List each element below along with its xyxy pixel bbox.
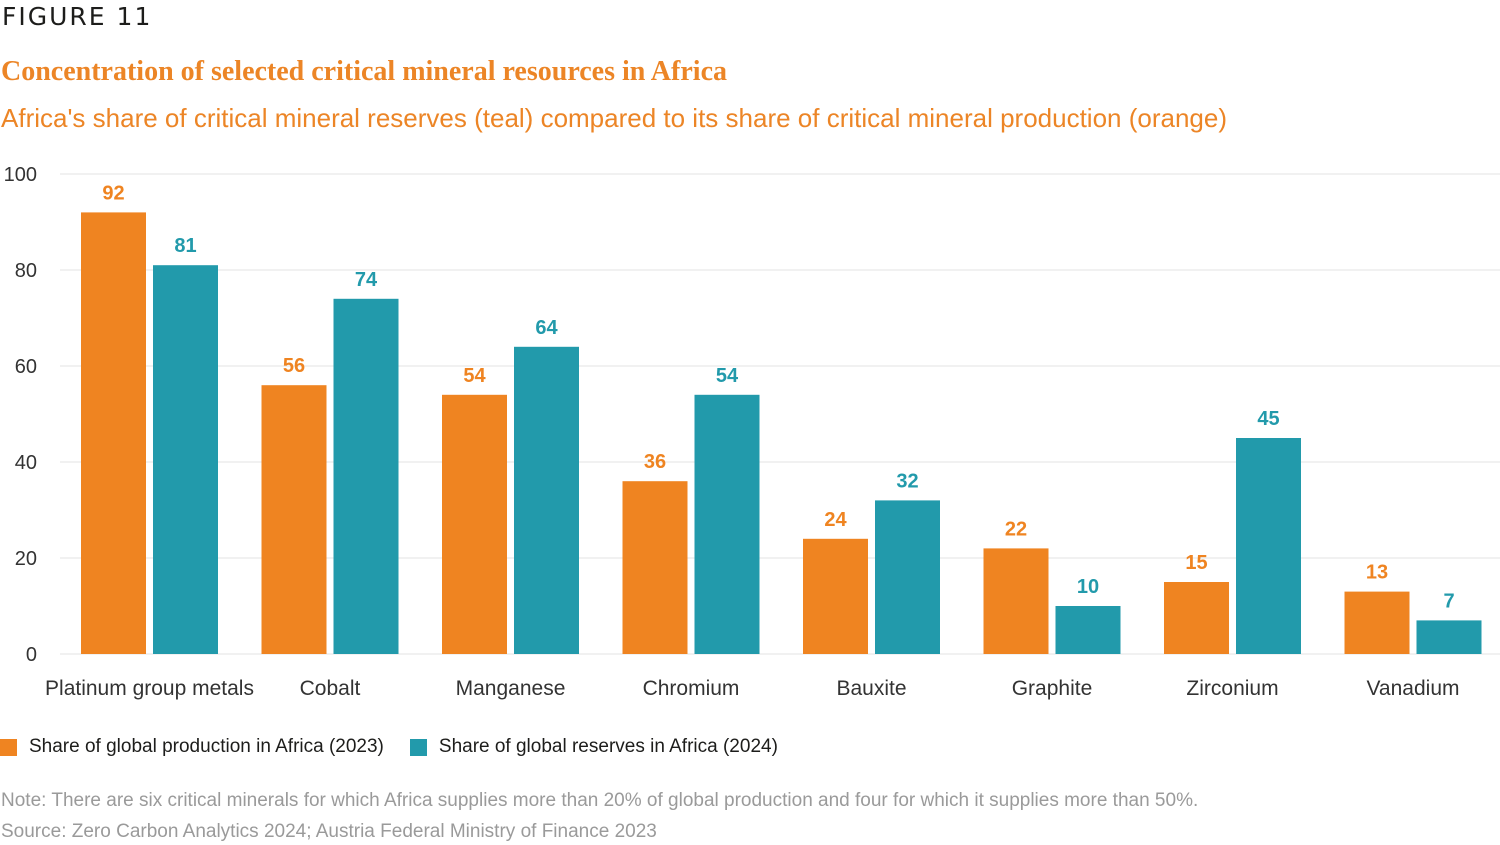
data-label: 45 bbox=[1257, 408, 1279, 430]
data-label: 13 bbox=[1366, 562, 1388, 584]
note-text: Note: There are six critical minerals fo… bbox=[1, 790, 1199, 811]
data-label: 32 bbox=[896, 470, 918, 492]
bars bbox=[81, 212, 1482, 654]
bar-reserves bbox=[1055, 606, 1121, 654]
bar-production bbox=[803, 538, 868, 654]
y-tick-label: 60 bbox=[15, 356, 37, 378]
figure-label: FIGURE 11 bbox=[2, 2, 153, 31]
y-tick-label: 40 bbox=[15, 452, 37, 474]
chart-subtitle: Africa's share of critical mineral reser… bbox=[1, 103, 1227, 133]
y-axis-ticks: 0 20 40 60 80 100 bbox=[4, 164, 37, 666]
bar-reserves bbox=[1416, 620, 1482, 654]
x-tick-label: Platinum group metals bbox=[45, 677, 254, 700]
x-tick-label: Graphite bbox=[1012, 677, 1093, 700]
x-tick-label: Vanadium bbox=[1366, 677, 1459, 700]
data-label: 36 bbox=[644, 451, 666, 473]
legend-item-production: Share of global production in Africa (20… bbox=[0, 736, 384, 758]
x-tick-label: Chromium bbox=[643, 677, 740, 700]
y-tick-label: 0 bbox=[26, 644, 37, 666]
source-text: Source: Zero Carbon Analytics 2024; Aust… bbox=[1, 821, 657, 842]
legend-swatch-reserves bbox=[409, 738, 427, 756]
data-label: 54 bbox=[716, 365, 739, 387]
y-tick-label: 100 bbox=[4, 164, 37, 186]
legend: Share of global production in Africa (20… bbox=[0, 736, 804, 758]
x-tick-label: Manganese bbox=[456, 677, 566, 700]
bar-reserves bbox=[1236, 438, 1301, 654]
bar-reserves bbox=[875, 500, 940, 654]
bar-production bbox=[1344, 591, 1410, 654]
legend-item-reserves: Share of global reserves in Africa (2024… bbox=[409, 736, 778, 758]
x-tick-label: Bauxite bbox=[836, 677, 906, 700]
data-label: 24 bbox=[824, 509, 847, 531]
bar-production bbox=[261, 385, 327, 654]
bar-production bbox=[442, 394, 507, 654]
data-label: 56 bbox=[283, 355, 305, 377]
y-tick-label: 20 bbox=[15, 548, 37, 570]
data-label: 54 bbox=[463, 365, 486, 387]
bar-production bbox=[622, 481, 688, 654]
legend-label-production: Share of global production in Africa (20… bbox=[29, 736, 384, 757]
bar-reserves bbox=[153, 265, 218, 654]
bar-production bbox=[983, 548, 1049, 654]
chart-title: Concentration of selected critical miner… bbox=[1, 56, 727, 87]
bar-chart: 0 20 40 60 80 100 92 81 56 74 54 64 36 54 24 32 22 10 15 4… bbox=[4, 164, 1500, 700]
data-label: 64 bbox=[535, 317, 558, 339]
data-label: 81 bbox=[174, 235, 196, 257]
data-label: 92 bbox=[102, 182, 124, 204]
x-tick-label: Zirconium bbox=[1186, 677, 1278, 700]
data-label: 7 bbox=[1443, 590, 1454, 612]
x-axis-ticks: Platinum group metals Cobalt Manganese Chro… bbox=[45, 677, 1459, 700]
x-tick-label: Cobalt bbox=[300, 677, 361, 700]
bar-reserves bbox=[333, 298, 399, 654]
legend-label-reserves: Share of global reserves in Africa (2024… bbox=[438, 736, 778, 757]
legend-swatch-production bbox=[0, 738, 17, 756]
bar-production bbox=[1164, 582, 1229, 654]
bar-reserves bbox=[514, 346, 579, 654]
y-tick-label: 80 bbox=[15, 260, 37, 282]
data-labels: 92 81 56 74 54 64 36 54 24 32 22 10 15 45 13 7 bbox=[102, 182, 1454, 612]
bar-reserves bbox=[694, 394, 760, 654]
bar-production bbox=[81, 212, 146, 654]
data-label: 15 bbox=[1185, 552, 1207, 574]
data-label: 22 bbox=[1005, 518, 1027, 540]
data-label: 10 bbox=[1077, 576, 1099, 598]
data-label: 74 bbox=[355, 269, 378, 291]
